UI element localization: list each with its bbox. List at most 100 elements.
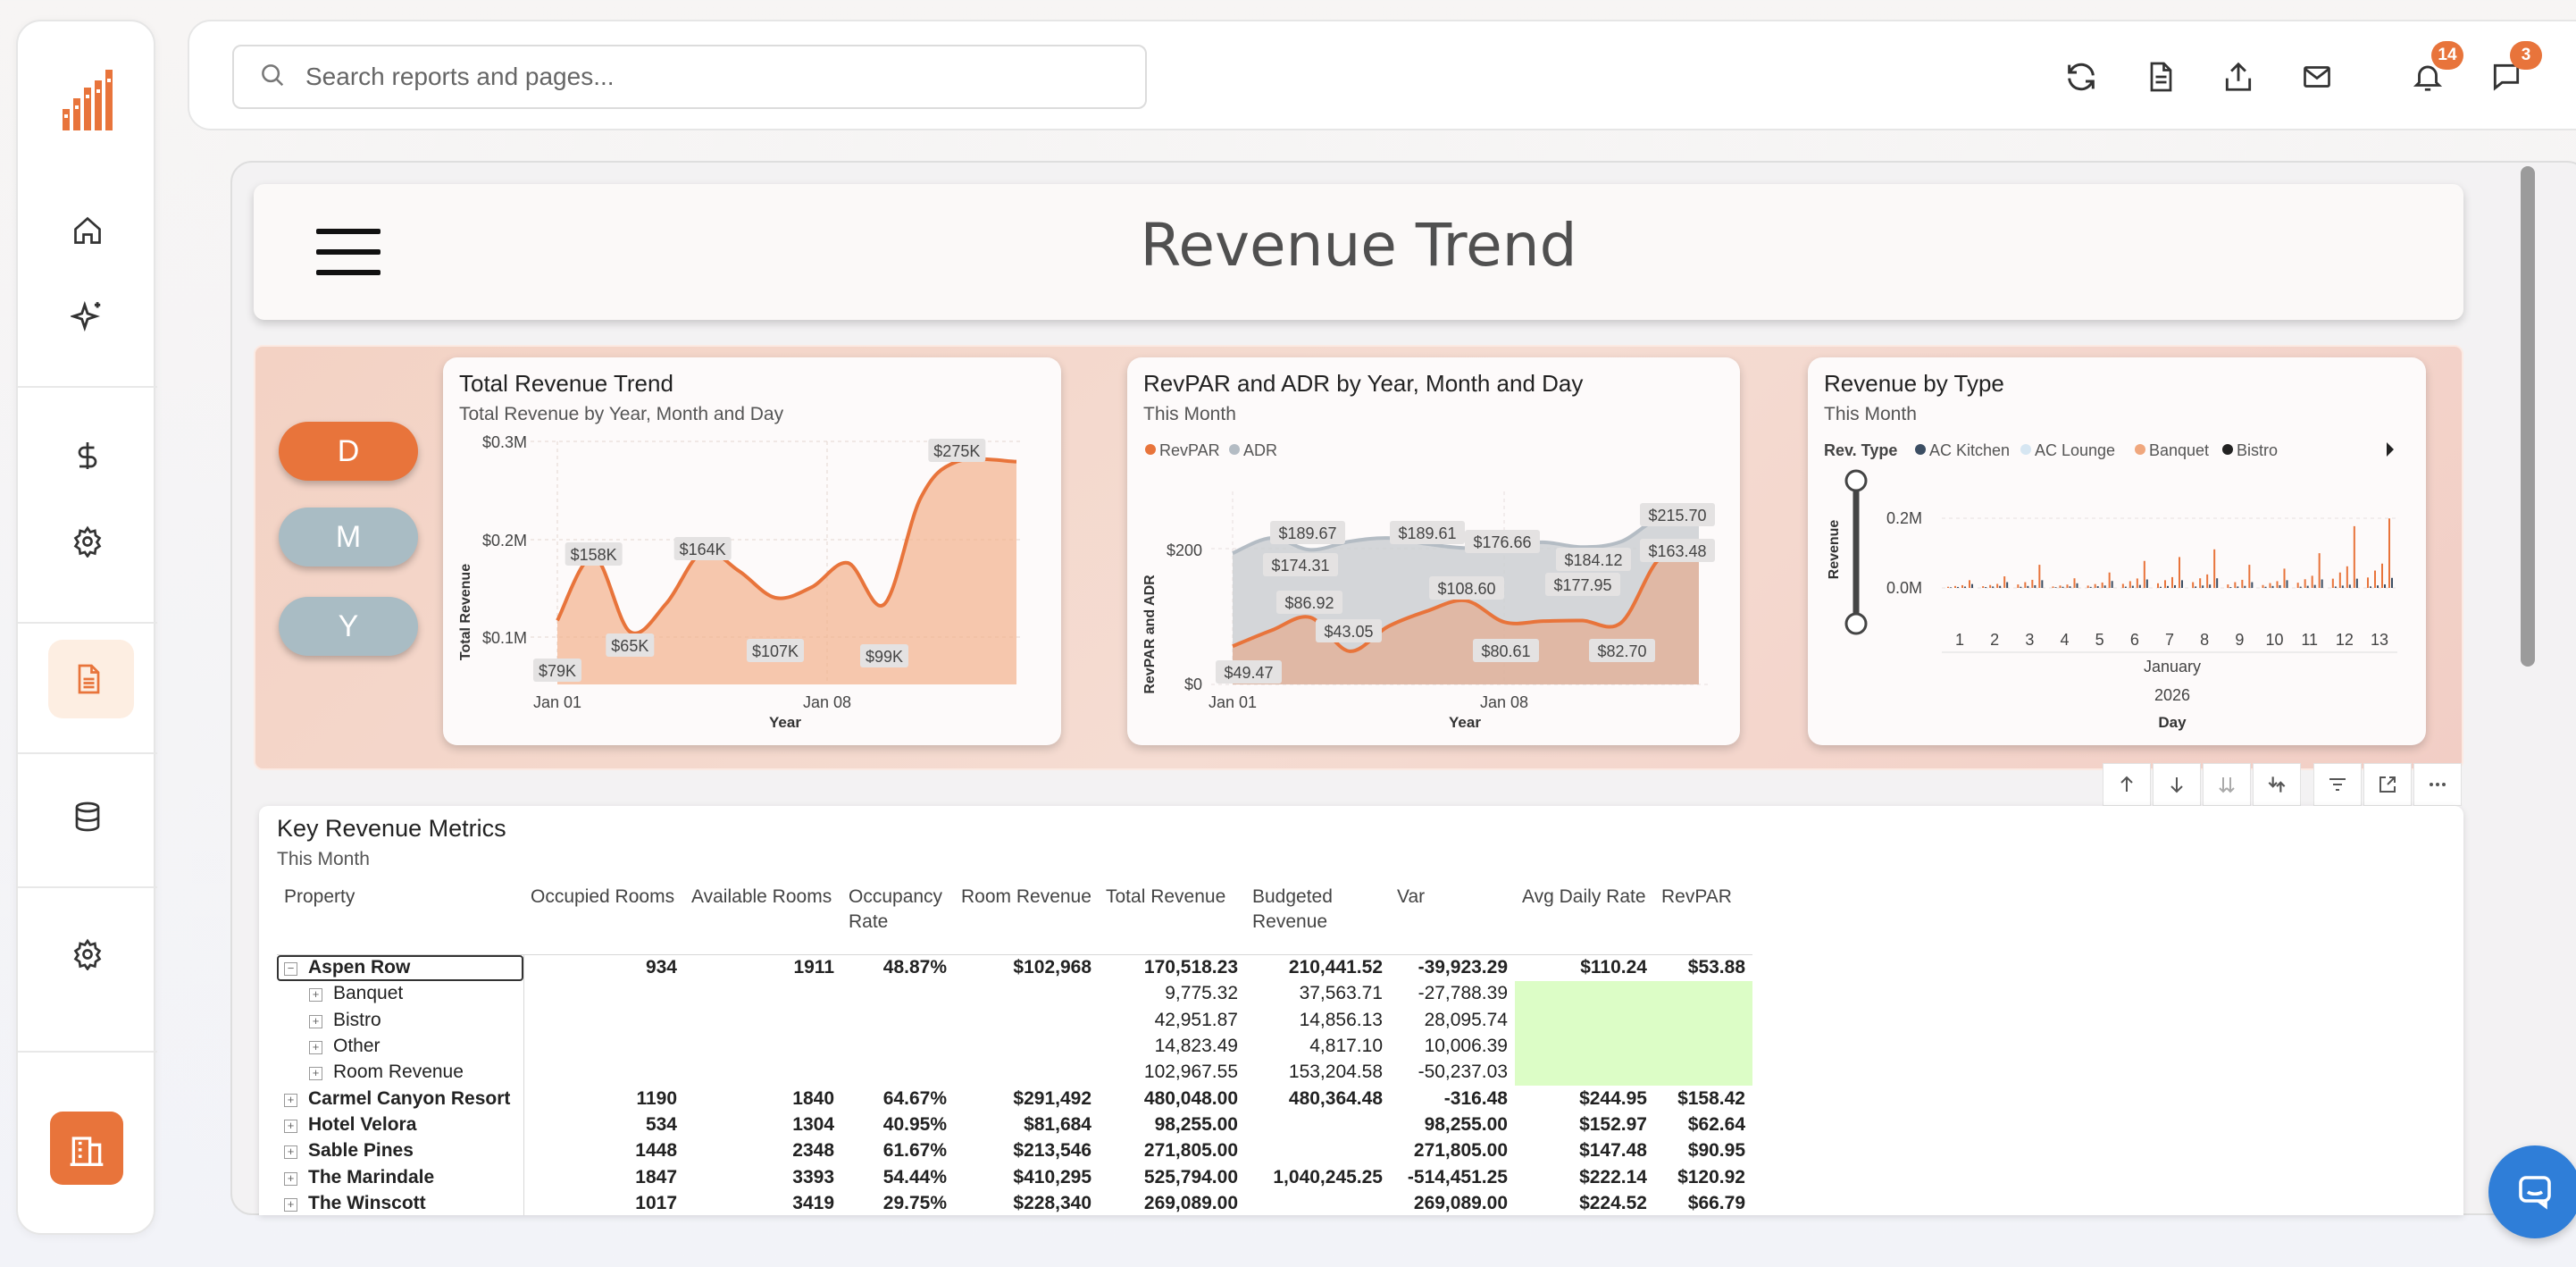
column-header[interactable]: Occupied Rooms	[523, 881, 684, 955]
expand-icon[interactable]: +	[284, 1197, 297, 1212]
search-input[interactable]	[305, 63, 1109, 91]
legend-next-arrow-icon[interactable]	[2387, 442, 2394, 457]
granularity-month-button[interactable]: M	[279, 508, 418, 566]
table-row[interactable]: + Banquet 9,775.32 37,563.71 -27,788.39	[277, 980, 1752, 1008]
building-icon[interactable]	[50, 1112, 123, 1185]
refresh-icon[interactable]	[2062, 57, 2101, 96]
property-cell[interactable]: + Bistro	[277, 1007, 524, 1034]
table-row[interactable]: + Bistro 42,951.87 14,856.13 28,095.74	[277, 1007, 1752, 1034]
total-revenue-chart-card[interactable]: Total Revenue Trend Total Revenue by Yea…	[443, 357, 1061, 745]
app-logo-icon[interactable]	[59, 63, 116, 134]
more-options-icon[interactable]	[2413, 763, 2462, 806]
column-header[interactable]: Room Revenue	[954, 881, 1099, 955]
table-row[interactable]: + The Winscott 1017 3419 29.75% $228,340 269,0…	[277, 1190, 1752, 1215]
range-slider-top-handle[interactable]	[1844, 469, 1868, 492]
property-cell[interactable]: + Carmel Canyon Resort	[277, 1085, 524, 1112]
property-cell[interactable]: + Room Revenue	[277, 1059, 524, 1086]
table-cell: 525,794.00	[1143, 1166, 1238, 1187]
column-header[interactable]: Property	[277, 881, 523, 955]
table-row[interactable]: − Aspen Row 934 1911 48.87% $102,968 170,518.2…	[277, 954, 1752, 981]
drill-down-icon[interactable]	[2153, 763, 2201, 806]
granularity-day-button[interactable]: D	[279, 422, 418, 481]
legend-revpar: RevPAR	[1159, 441, 1220, 459]
table-row[interactable]: + The Marindale 1847 3393 54.44% $410,295 525,…	[277, 1163, 1752, 1191]
support-chat-button[interactable]	[2488, 1145, 2576, 1238]
table-row[interactable]: + Carmel Canyon Resort 1190 1840 64.67% $291,…	[277, 1085, 1752, 1112]
revenue-bar	[2299, 586, 2302, 588]
filter-icon[interactable]	[2313, 763, 2362, 806]
revenue-bar	[2311, 575, 2313, 588]
revenue-bar	[1992, 586, 1995, 588]
gear-icon[interactable]	[63, 516, 113, 566]
data-label: $79K	[533, 659, 581, 682]
focus-mode-icon[interactable]	[2363, 763, 2412, 806]
revenue-bar	[2020, 586, 2022, 588]
granularity-year-button[interactable]: Y	[279, 597, 418, 656]
mail-icon[interactable]	[2297, 57, 2337, 96]
column-header[interactable]: Available Rooms	[684, 881, 841, 955]
chart-subtitle: This Month	[1143, 404, 1236, 424]
expand-icon[interactable]: +	[284, 1171, 297, 1186]
column-header[interactable]: Total Revenue	[1099, 881, 1245, 955]
expand-icon[interactable]: +	[284, 1119, 297, 1133]
table-cell: 480,364.48	[1288, 1087, 1383, 1109]
revenue-bar	[2202, 585, 2204, 588]
home-icon[interactable]	[63, 206, 113, 256]
table-row[interactable]: + Room Revenue 102,967.55 153,204.58 -50,237…	[277, 1059, 1752, 1086]
menu-icon[interactable]	[316, 229, 381, 275]
revenue-bar	[2094, 583, 2096, 588]
column-header[interactable]: RevPAR	[1654, 881, 1752, 955]
expand-icon[interactable]: +	[309, 988, 322, 1003]
database-icon[interactable]	[63, 792, 113, 842]
table-cell	[523, 1060, 684, 1086]
report-icon[interactable]	[63, 654, 113, 704]
table-cell	[684, 981, 841, 1007]
range-slider-bottom-handle[interactable]	[1844, 612, 1868, 635]
property-cell[interactable]: + The Marindale	[277, 1163, 524, 1191]
scrollbar-thumb[interactable]	[2521, 166, 2535, 667]
column-header[interactable]: Avg Daily Rate	[1515, 881, 1654, 955]
y-tick: $0.2M	[482, 532, 527, 550]
revenue-bar	[2338, 572, 2341, 588]
table-row[interactable]: + Hotel Velora 534 1304 40.95% $81,684 98,255.…	[277, 1112, 1752, 1138]
expand-icon[interactable]: +	[309, 1067, 322, 1081]
expand-all-down-icon[interactable]	[2203, 763, 2251, 806]
expand-icon[interactable]: +	[309, 1041, 322, 1055]
expand-icon[interactable]: +	[284, 1093, 297, 1107]
dollar-icon[interactable]	[63, 431, 113, 481]
search-box[interactable]	[232, 45, 1147, 109]
revenue-bar	[2103, 585, 2106, 588]
table-cell	[1515, 1007, 1654, 1034]
revenue-bar	[2391, 577, 2393, 588]
column-header[interactable]: Budgeted Revenue	[1245, 881, 1390, 955]
revenue-bar	[2355, 578, 2358, 588]
table-row[interactable]: + Other 14,823.49 4,817.10 10,006.39	[277, 1033, 1752, 1060]
x-tick: 5	[2095, 631, 2104, 649]
expand-icon[interactable]: +	[284, 1145, 297, 1160]
property-cell[interactable]: + Banquet	[277, 980, 524, 1008]
property-cell[interactable]: + Hotel Velora	[277, 1112, 524, 1138]
property-cell[interactable]: + The Winscott	[277, 1190, 524, 1215]
collapse-icon[interactable]: −	[284, 962, 297, 977]
svg-text:$176.66: $176.66	[1473, 533, 1531, 551]
column-header[interactable]: Occupancy Rate	[841, 881, 954, 955]
document-icon[interactable]	[2140, 57, 2179, 96]
property-cell[interactable]: + Sable Pines	[277, 1137, 524, 1164]
bell-icon[interactable]: 14	[2408, 41, 2463, 96]
sparkle-icon[interactable]	[63, 291, 113, 341]
chat-icon[interactable]: 3	[2487, 41, 2542, 96]
property-cell[interactable]: + Other	[277, 1033, 524, 1060]
table-row[interactable]: + Sable Pines 1448 2348 61.67% $213,546 271,80…	[277, 1137, 1752, 1164]
property-cell[interactable]: − Aspen Row	[277, 954, 524, 981]
revpar-adr-chart-card[interactable]: RevPAR and ADR by Year, Month and Day Th…	[1127, 357, 1740, 745]
y-tick: $0	[1184, 675, 1202, 693]
table-cell: 102,967.55	[1143, 1061, 1238, 1083]
expand-icon[interactable]: +	[309, 1014, 322, 1028]
expand-hierarchy-icon[interactable]	[2253, 763, 2301, 806]
column-header[interactable]: Var	[1390, 881, 1515, 955]
revenue-bar	[2138, 584, 2141, 588]
revenue-by-type-chart-card[interactable]: Revenue by Type This Month Rev. Type AC …	[1808, 357, 2426, 745]
drill-up-icon[interactable]	[2103, 763, 2151, 806]
gear-icon[interactable]	[63, 929, 113, 979]
share-upload-icon[interactable]	[2219, 57, 2258, 96]
